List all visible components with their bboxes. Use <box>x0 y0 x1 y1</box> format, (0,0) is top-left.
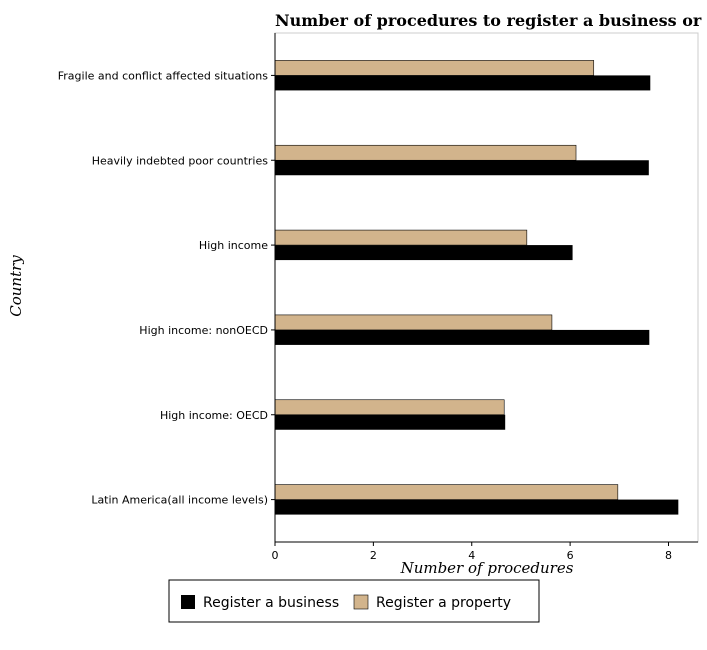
y-tick-label: Heavily indebted poor countries <box>92 154 269 167</box>
legend-label-business: Register a business <box>203 595 339 611</box>
y-tick-label: Latin America(all income levels) <box>91 494 268 507</box>
bar-register-business <box>275 414 506 430</box>
bar-register-property <box>274 60 595 76</box>
plot-area <box>274 32 699 543</box>
legend-swatch-business <box>181 595 195 609</box>
chart-title: Number of procedures to register a busin… <box>275 11 707 30</box>
bar-register-business <box>275 329 650 345</box>
legend-label-property: Register a property <box>376 595 511 611</box>
bar-register-business <box>275 75 651 91</box>
x-tick-label: 6 <box>567 549 574 562</box>
y-tick-label: High income: nonOECD <box>139 324 268 337</box>
legend: Register a business Register a property <box>168 579 540 623</box>
x-tick-label: 4 <box>468 549 475 562</box>
bar-register-business <box>275 499 679 515</box>
y-tick-label: High income <box>199 239 268 252</box>
bar-register-property <box>274 144 577 161</box>
x-tick-label: 8 <box>665 549 672 562</box>
bar-register-property <box>274 314 553 331</box>
y-tick-label: Fragile and conflict affected situations <box>58 69 269 82</box>
legend-swatch-property <box>353 594 369 610</box>
y-axis: Fragile and conflict affected situations… <box>58 33 276 542</box>
bar-register-property <box>274 484 619 500</box>
x-axis: 0 2 4 6 8 <box>272 541 698 562</box>
x-axis-label: Number of procedures <box>400 559 574 577</box>
bar-register-business <box>275 160 649 176</box>
x-tick-label: 2 <box>370 549 377 562</box>
bar-register-property <box>274 399 505 416</box>
y-tick-label: High income: OECD <box>160 409 268 422</box>
bars-group <box>274 60 679 515</box>
x-tick-label: 0 <box>272 549 279 562</box>
bar-register-business <box>275 245 573 261</box>
y-axis-label: Country <box>7 255 25 317</box>
bar-register-property <box>274 229 528 246</box>
